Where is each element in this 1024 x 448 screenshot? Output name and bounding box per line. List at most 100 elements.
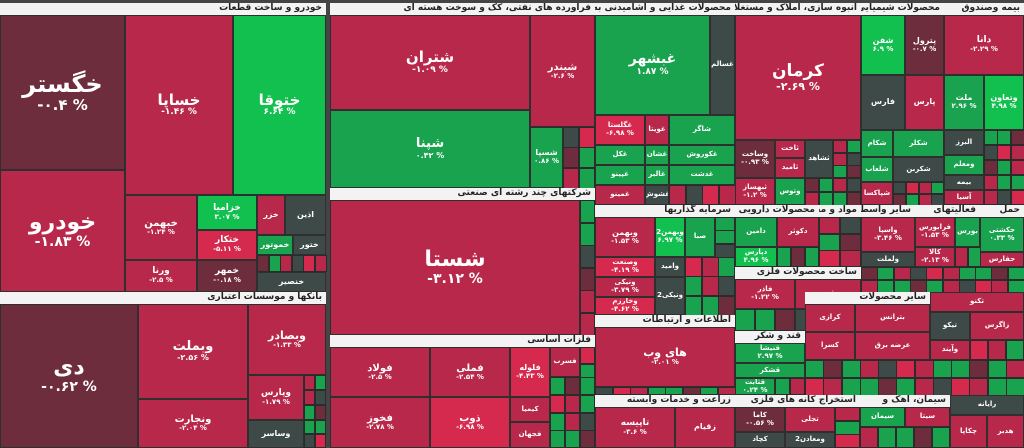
minor-stock-tile[interactable] bbox=[997, 145, 1011, 160]
sector-header-s4[interactable]: انبوه سازی، املاک و مستغلات bbox=[735, 3, 861, 15]
minor-stock-tile[interactable] bbox=[735, 309, 755, 331]
minor-stock-tile[interactable] bbox=[835, 407, 860, 421]
minor-stock-tile[interactable] bbox=[775, 378, 790, 395]
stock-tile[interactable]: فجهان bbox=[510, 422, 550, 448]
minor-stock-tile[interactable] bbox=[984, 175, 998, 190]
minor-stock-tile[interactable] bbox=[833, 192, 847, 206]
minor-stock-tile[interactable] bbox=[580, 245, 595, 268]
stock-tile[interactable]: غکل bbox=[595, 145, 645, 165]
stock-tile[interactable]: تکنو bbox=[930, 292, 1024, 312]
minor-stock-tile[interactable] bbox=[315, 420, 326, 434]
stock-tile[interactable]: ثاخت bbox=[775, 140, 805, 158]
stock-tile[interactable]: خگستر -۰.۴ % bbox=[0, 15, 125, 170]
minor-stock-tile[interactable] bbox=[579, 127, 595, 148]
sector-header-s2[interactable]: فراورده های نفتی، کک و سوخت هسته ای bbox=[330, 3, 595, 15]
stock-tile[interactable]: بترانس bbox=[855, 304, 930, 332]
sector-header-s21[interactable]: استخراج کانه های فلزی bbox=[735, 395, 860, 407]
minor-stock-tile[interactable] bbox=[648, 387, 666, 395]
stock-tile[interactable]: رایانه bbox=[950, 395, 1024, 415]
stock-tile[interactable]: پترول -۰.۷ % bbox=[905, 15, 944, 75]
stock-tile[interactable]: قثابت ۰.۲۴ % bbox=[735, 378, 775, 395]
stock-tile[interactable]: وساسر bbox=[248, 420, 304, 448]
minor-stock-tile[interactable] bbox=[1011, 160, 1024, 175]
sector-header-s14[interactable]: فعالیتهای bbox=[915, 205, 980, 217]
minor-stock-tile[interactable] bbox=[315, 405, 326, 420]
minor-stock-tile[interactable] bbox=[580, 223, 595, 246]
stock-tile[interactable]: ذوب -۶.۹۸ % bbox=[430, 397, 510, 448]
minor-stock-tile[interactable] bbox=[910, 267, 927, 280]
stock-tile[interactable]: کالا -۲.۱۳ % bbox=[915, 247, 955, 267]
stock-tile[interactable]: غبشهر ۱.۸۷ % bbox=[595, 15, 710, 115]
minor-stock-tile[interactable] bbox=[951, 378, 970, 396]
minor-stock-tile[interactable] bbox=[702, 185, 719, 205]
minor-stock-tile[interactable] bbox=[847, 178, 861, 192]
sector-header-s13[interactable]: سایر واسطه bbox=[861, 205, 915, 217]
stock-tile[interactable]: شکلر bbox=[893, 130, 944, 157]
sector-header-s6[interactable]: بیمه وصندوق bbox=[944, 3, 1024, 15]
stock-tile[interactable]: وآیند bbox=[930, 340, 970, 360]
minor-stock-tile[interactable] bbox=[563, 147, 579, 168]
stock-tile[interactable]: ختکار -۵.۱۱ % bbox=[197, 230, 257, 260]
stock-tile[interactable]: شپنا ۰.۴۲ % bbox=[330, 110, 530, 188]
stock-tile[interactable]: خمهر -۰.۱۸ % bbox=[197, 260, 257, 292]
stock-tile[interactable]: پارس bbox=[905, 75, 944, 130]
minor-stock-tile[interactable] bbox=[565, 430, 580, 448]
minor-stock-tile[interactable] bbox=[685, 257, 702, 277]
minor-stock-tile[interactable] bbox=[1011, 145, 1024, 160]
stock-tile[interactable]: ختور bbox=[293, 235, 326, 255]
stock-tile[interactable]: ومعادن2 bbox=[785, 432, 835, 448]
stock-tile[interactable]: شستا -۳.۱۲ % bbox=[330, 200, 580, 335]
minor-stock-tile[interactable] bbox=[304, 434, 315, 448]
minor-stock-tile[interactable] bbox=[878, 427, 896, 448]
stock-tile[interactable]: واسپا -۳.۴۶ % bbox=[861, 217, 915, 252]
stock-tile[interactable]: ومعلم bbox=[944, 155, 984, 175]
minor-stock-tile[interactable] bbox=[580, 430, 595, 448]
stock-tile[interactable]: چکاپا bbox=[950, 415, 987, 448]
minor-stock-tile[interactable] bbox=[683, 387, 701, 395]
sector-header-s20[interactable]: زراعت و خدمات وابسته bbox=[595, 395, 735, 407]
stock-tile[interactable]: البرز bbox=[944, 130, 984, 155]
stock-tile[interactable]: غسالم bbox=[710, 15, 735, 115]
stock-tile[interactable]: آسیا bbox=[944, 190, 984, 205]
minor-stock-tile[interactable] bbox=[595, 387, 613, 395]
minor-stock-tile[interactable] bbox=[702, 276, 719, 296]
stock-tile[interactable]: وتعاون ۴.۹۸ % bbox=[984, 75, 1024, 130]
minor-stock-tile[interactable] bbox=[894, 267, 911, 280]
stock-tile[interactable]: شپاکسا bbox=[861, 182, 893, 205]
stock-tile[interactable]: خودرو -۱.۸۳ % bbox=[0, 170, 125, 292]
minor-stock-tile[interactable] bbox=[988, 340, 1006, 360]
stock-tile[interactable]: سیتا bbox=[905, 407, 950, 427]
minor-stock-tile[interactable] bbox=[303, 255, 315, 272]
minor-stock-tile[interactable] bbox=[896, 378, 915, 396]
minor-stock-tile[interactable] bbox=[580, 313, 595, 336]
sector-header-s16[interactable]: اطلاعات و ارتباطات bbox=[595, 315, 735, 327]
stock-tile[interactable]: ثامید bbox=[775, 158, 805, 178]
minor-stock-tile[interactable] bbox=[630, 387, 648, 395]
stock-tile[interactable]: فسرب bbox=[550, 347, 580, 377]
stock-tile[interactable]: شفن ۶.۹ % bbox=[861, 15, 905, 75]
minor-stock-tile[interactable] bbox=[755, 309, 775, 331]
minor-stock-tile[interactable] bbox=[896, 360, 915, 378]
minor-stock-tile[interactable] bbox=[280, 255, 292, 272]
minor-stock-tile[interactable] bbox=[304, 390, 315, 405]
minor-stock-tile[interactable] bbox=[1006, 360, 1024, 378]
stock-tile[interactable]: دامین bbox=[735, 217, 777, 247]
minor-stock-tile[interactable] bbox=[805, 247, 819, 267]
minor-stock-tile[interactable] bbox=[1011, 190, 1024, 205]
sector-header-s7[interactable]: بانکها و موسسات اعتباری bbox=[0, 292, 326, 304]
minor-stock-tile[interactable] bbox=[988, 360, 1007, 378]
sector-header-s12[interactable]: مواد و محصولات دارویی bbox=[819, 205, 861, 217]
minor-stock-tile[interactable] bbox=[847, 192, 861, 206]
minor-stock-tile[interactable] bbox=[997, 175, 1011, 190]
minor-stock-tile[interactable] bbox=[613, 387, 631, 395]
stock-tile[interactable]: غگلستا -۶.۹۸ % bbox=[595, 115, 645, 145]
stock-tile[interactable]: خموتور bbox=[257, 235, 293, 255]
minor-stock-tile[interactable] bbox=[991, 267, 1008, 280]
sector-header-s19[interactable]: سایر محصولات bbox=[805, 292, 930, 304]
minor-stock-tile[interactable] bbox=[702, 296, 719, 316]
minor-stock-tile[interactable] bbox=[959, 267, 976, 280]
stock-tile[interactable]: شکام bbox=[861, 130, 893, 157]
minor-stock-tile[interactable] bbox=[840, 250, 861, 267]
minor-stock-tile[interactable] bbox=[943, 267, 960, 280]
stock-tile[interactable]: شکربن bbox=[893, 157, 944, 182]
